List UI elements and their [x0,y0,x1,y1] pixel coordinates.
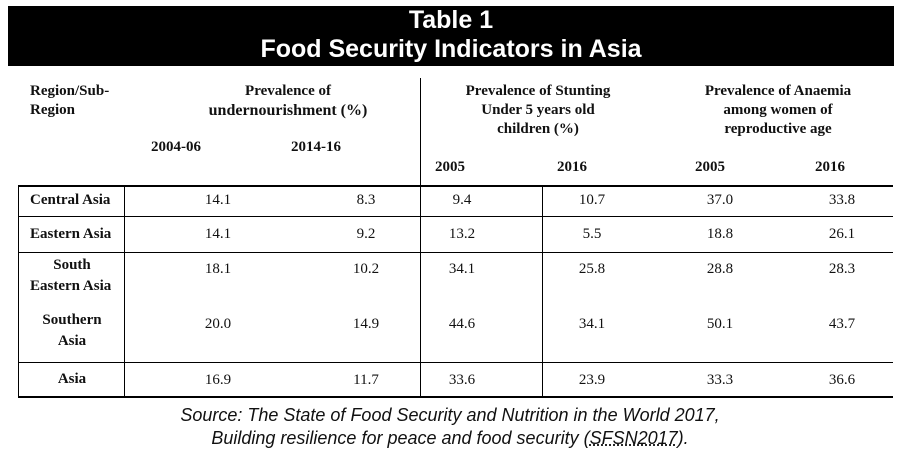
table-cell: 43.7 [828,316,856,332]
row-label: Asia [57,371,87,387]
header-year-stunting-2016: 2016 [557,159,587,175]
header-anaemia-line3: reproductive age [724,121,832,137]
table-cell: 23.9 [578,372,606,388]
table-cell: 25.8 [578,261,606,277]
header-rule [18,185,893,187]
table-cell: 26.1 [828,226,856,242]
column-rule [420,78,421,398]
table-cell: 33.6 [448,372,476,388]
table-cell: 28.8 [706,261,734,277]
row-label: Central Asia [30,192,111,208]
food-security-table: Region/Sub- Region Prevalence of underno… [8,66,894,398]
header-year-anaemia-2005: 2005 [695,159,725,175]
row-rule [18,252,893,253]
column-rule [18,185,19,398]
table-cell: 14.9 [352,316,380,332]
row-rule [18,362,893,363]
header-year-2004-06: 2004-06 [151,139,201,155]
row-label: Asia [57,333,87,349]
header-anaemia-line2: among women of [723,102,833,118]
table-cell: 9.4 [452,192,472,208]
header-stunting-line3: children (%) [497,121,579,137]
table-cell: 44.6 [448,316,476,332]
table-cell: 11.7 [353,372,379,388]
source-line-2-end: ). [677,428,689,448]
row-label: Eastern Asia [30,278,112,294]
table-cell: 14.1 [204,192,232,208]
source-line-2-text: Building resilience for peace and food s… [211,428,590,448]
header-year-anaemia-2016: 2016 [815,159,845,175]
table-cell: 37.0 [706,192,734,208]
table-cell: 18.8 [706,226,734,242]
source-line-1: Source: The State of Food Security and N… [180,405,720,425]
table-cell: 10.2 [352,261,380,277]
column-rule [124,185,125,398]
table-cell: 14.1 [204,226,232,242]
table-cell: 8.3 [356,192,376,208]
column-rule [542,185,543,398]
table-cell: 16.9 [204,372,232,388]
row-label: Eastern Asia [30,226,112,242]
header-year-2014-16: 2014-16 [291,139,341,155]
header-undernourishment-line1: Prevalence of [245,83,331,99]
table-cell: 9.2 [356,226,376,242]
bottom-rule [18,396,893,398]
table-cell: 34.1 [578,316,606,332]
table-cell: 18.1 [204,261,232,277]
table-cell: 13.2 [448,226,476,242]
header-anaemia-line1: Prevalence of Anaemia [704,83,852,99]
table-cell: 33.3 [706,372,734,388]
table-cell: 50.1 [706,316,734,332]
table-cell: 5.5 [582,226,602,242]
row-rule [18,216,893,217]
row-label: Southern [42,312,102,328]
table-number: Table 1 [408,6,494,34]
title-banner: Table 1 Food Security Indicators in Asia [8,6,894,66]
table-cell: 20.0 [204,316,232,332]
header-stunting-line1: Prevalence of Stunting [465,83,611,99]
table-title: Food Security Indicators in Asia [260,35,642,63]
table-cell: 34.1 [448,261,476,277]
table-cell: 36.6 [828,372,856,388]
header-stunting-line2: Under 5 years old [481,102,595,118]
header-undernourishment-line2: undernourishment (%) [208,102,368,119]
header-region-line1: Region/Sub- [30,83,110,99]
table-cell: 10.7 [578,192,606,208]
table-cell: 33.8 [828,192,856,208]
header-year-stunting-2005: 2005 [435,159,465,175]
source-line-2: Building resilience for peace and food s… [0,427,900,450]
header-region-line2: Region [30,102,75,118]
source-note: Source: The State of Food Security and N… [0,404,900,450]
table-cell: 28.3 [828,261,856,277]
row-label: South [53,257,91,273]
source-abbreviation: SFSN2017 [589,428,678,448]
